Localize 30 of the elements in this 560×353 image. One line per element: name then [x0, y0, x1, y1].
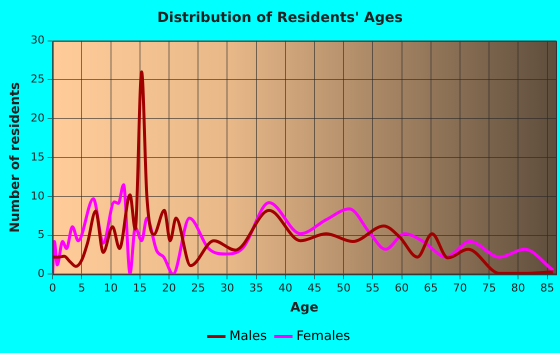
x-tick-label: 70: [452, 282, 467, 295]
y-tick-label: 15: [30, 150, 45, 164]
x-tick-label: 35: [249, 282, 264, 295]
x-tick-label: 45: [307, 282, 322, 295]
y-tick-label: 30: [30, 34, 45, 47]
x-tick-label: 55: [366, 282, 380, 295]
y-tick-label: 5: [38, 228, 45, 242]
y-tick-label: 0: [38, 267, 45, 280]
x-tick-label: 20: [162, 282, 176, 295]
x-tick-label: 0: [49, 282, 56, 295]
y-tick-label: 20: [30, 111, 45, 124]
y-axis-title: Number of residents: [8, 82, 24, 233]
legend-label: Females: [296, 328, 350, 344]
y-tick-label: 10: [30, 189, 45, 202]
x-tick-label: 75: [482, 282, 496, 295]
x-tick-label: 80: [511, 282, 526, 295]
y-tick-label: 25: [30, 72, 45, 86]
x-tick-label: 60: [394, 282, 409, 295]
x-tick-label: 25: [191, 282, 206, 295]
x-tick-label: 15: [132, 282, 147, 295]
x-tick-label: 85: [540, 282, 554, 295]
x-tick-label: 10: [104, 282, 118, 295]
x-tick-label: 65: [424, 282, 438, 295]
x-tick-label: 40: [278, 282, 292, 295]
legend-label: Males: [229, 328, 268, 344]
chart-title: Distribution of Residents' Ages: [157, 10, 403, 26]
x-axis-title: Age: [290, 300, 319, 316]
x-tick-label: 30: [220, 282, 234, 295]
x-tick-label: 5: [78, 282, 86, 295]
x-tick-label: 50: [336, 282, 351, 295]
